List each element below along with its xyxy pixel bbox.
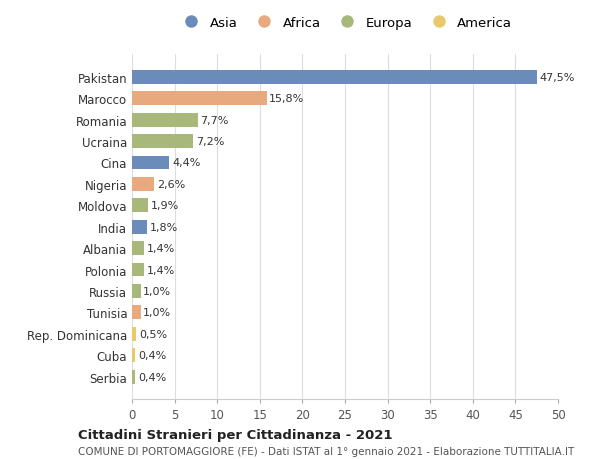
Bar <box>132 220 148 234</box>
Text: 7,2%: 7,2% <box>196 137 224 147</box>
Bar <box>132 241 144 256</box>
Text: 47,5%: 47,5% <box>539 73 575 83</box>
Legend: Asia, Africa, Europa, America: Asia, Africa, Europa, America <box>178 17 512 30</box>
Bar <box>132 284 140 298</box>
Text: Cittadini Stranieri per Cittadinanza - 2021: Cittadini Stranieri per Cittadinanza - 2… <box>78 428 392 442</box>
Bar <box>132 92 266 106</box>
Text: 1,0%: 1,0% <box>143 286 171 296</box>
Text: 1,0%: 1,0% <box>143 308 171 318</box>
Text: 0,4%: 0,4% <box>138 372 166 382</box>
Bar <box>132 348 136 362</box>
Bar <box>132 135 193 149</box>
Text: 1,9%: 1,9% <box>151 201 179 211</box>
Bar <box>132 71 537 84</box>
Text: 0,4%: 0,4% <box>138 350 166 360</box>
Text: 15,8%: 15,8% <box>269 94 304 104</box>
Text: COMUNE DI PORTOMAGGIORE (FE) - Dati ISTAT al 1° gennaio 2021 - Elaborazione TUTT: COMUNE DI PORTOMAGGIORE (FE) - Dati ISTA… <box>78 447 574 456</box>
Bar <box>132 327 136 341</box>
Bar <box>132 156 169 170</box>
Text: 2,6%: 2,6% <box>157 179 185 190</box>
Text: 1,4%: 1,4% <box>146 244 175 253</box>
Bar <box>132 370 136 384</box>
Bar <box>132 113 197 127</box>
Bar <box>132 199 148 213</box>
Bar <box>132 178 154 191</box>
Text: 4,4%: 4,4% <box>172 158 200 168</box>
Text: 7,7%: 7,7% <box>200 115 229 125</box>
Text: 1,4%: 1,4% <box>146 265 175 275</box>
Bar <box>132 306 140 319</box>
Bar <box>132 263 144 277</box>
Text: 1,8%: 1,8% <box>150 222 178 232</box>
Text: 0,5%: 0,5% <box>139 329 167 339</box>
